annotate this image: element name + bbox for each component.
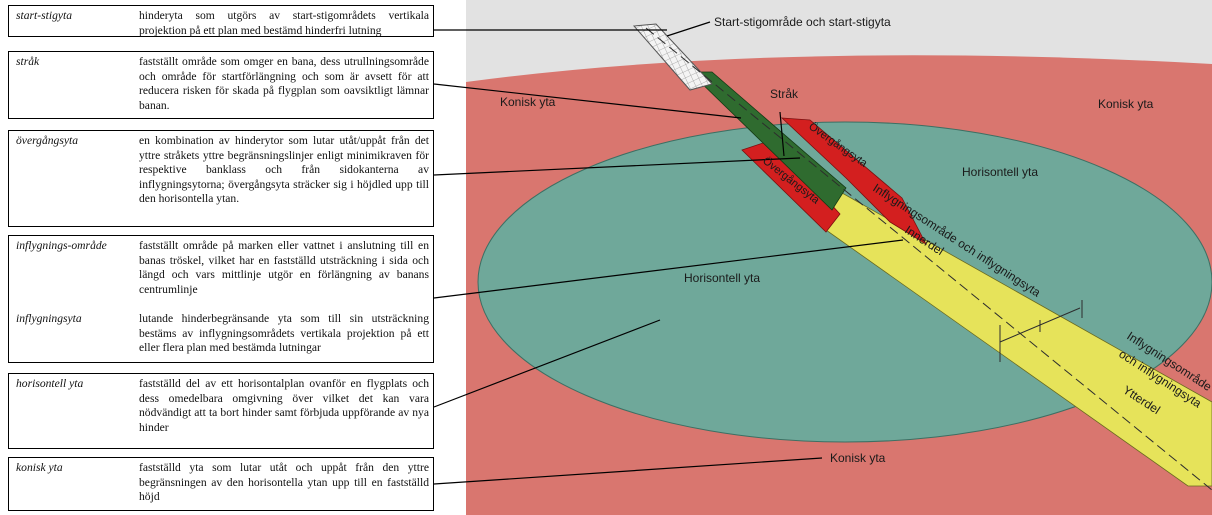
leader-overgangsyta — [433, 157, 801, 176]
desc-strak: fastställt område som omger en bana, des… — [139, 55, 429, 112]
desc-inflygningsyta: lutande hinderbegränsande yta som till s… — [139, 312, 429, 355]
transitional-surface-left — [741, 139, 841, 233]
label-konisk-yta-bottom: Konisk yta — [830, 451, 886, 465]
desc-start-stigyta: hinderyta som utgörs av start-stigområde… — [139, 9, 429, 37]
term-overgangsyta: övergångsyta — [16, 134, 79, 147]
definition-start-stigyta: start-stigyta hinderyta som utgörs av st… — [8, 5, 434, 37]
label-konisk-yta-right: Konisk yta — [1098, 97, 1154, 111]
desc-konisk-yta: fastställd yta som lutar utåt och uppåt … — [139, 461, 429, 504]
strip-area — [689, 71, 847, 211]
leader-lines — [433, 21, 904, 485]
term-strak: stråk — [16, 55, 40, 68]
approach-section-marks — [999, 300, 1083, 362]
term-horisontell-yta: horisontell yta — [16, 377, 84, 390]
definition-konisk-yta: konisk yta fastställd yta som lutar utåt… — [8, 457, 434, 511]
label-konisk-yta-left: Konisk yta — [500, 95, 556, 109]
transitional-surface-right — [780, 117, 928, 246]
desc-horisontell-yta: fastställd del av ett horisontalplan ova… — [139, 377, 429, 434]
leader-horisontell-yta — [433, 319, 661, 408]
term-start-stigyta: start-stigyta — [16, 9, 73, 22]
definition-overgangsyta: övergångsyta en kombination av hinderyto… — [8, 130, 434, 227]
leader-inflygning — [433, 239, 904, 299]
desc-inflygningsomrade: fastställt område på marken eller vattne… — [139, 239, 429, 296]
leader-label-start — [666, 21, 711, 37]
label-horisontell-yta-right: Horisontell yta — [962, 165, 1038, 179]
desc-overgangsyta: en kombination av hinderytor som lutar u… — [139, 134, 429, 206]
label-start-stigomrade: Start-stigområde och start-stigyta — [714, 15, 891, 29]
term-inflygningsomrade: inflygnings-område — [16, 239, 107, 252]
definition-strak: stråk fastställt område som omger en ban… — [8, 51, 434, 119]
term-inflygningsyta: inflygningsyta — [16, 312, 82, 325]
takeoff-climb-area — [632, 23, 713, 91]
label-strak: Stråk — [770, 87, 799, 101]
definition-inflygning: inflygnings-område fastställt område på … — [8, 235, 434, 363]
definition-horisontell-yta: horisontell yta fastställd del av ett ho… — [8, 373, 434, 449]
leader-konisk-yta — [433, 457, 823, 485]
term-konisk-yta: konisk yta — [16, 461, 63, 474]
leader-strak — [433, 83, 742, 119]
leader-label-strak — [779, 111, 785, 157]
label-horisontell-yta-left: Horisontell yta — [684, 271, 760, 285]
runway-centerline — [645, 27, 1212, 491]
